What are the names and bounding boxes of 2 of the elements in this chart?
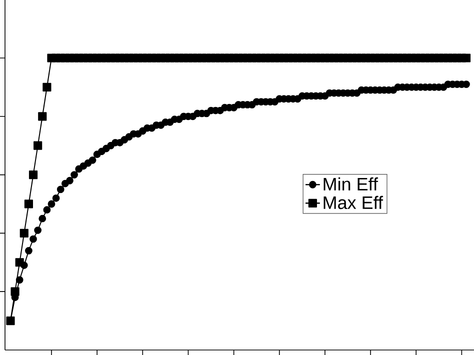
legend-label: Min Eff — [324, 177, 378, 190]
legend-label: Max Eff — [324, 196, 384, 210]
